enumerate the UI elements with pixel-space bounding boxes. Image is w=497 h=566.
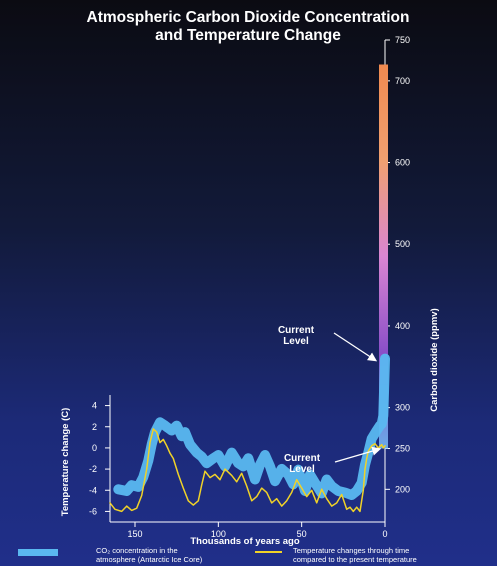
series-line-co2 [113, 353, 390, 500]
right-tick-label-1: 700 [395, 76, 410, 86]
x-axis-ticks: 150 100 50 0 [127, 522, 388, 539]
x-tick-label-3: 0 [382, 529, 387, 539]
legend-label-temperature-line-2: compared to the present temperature [293, 555, 417, 564]
legend: CO₂ concentration in the atmosphere (Ant… [18, 546, 417, 564]
annotation-co2-line-2: Level [283, 336, 309, 347]
x-tick-label-1: 100 [211, 529, 226, 539]
right-tick-label-0: 750 [395, 35, 410, 45]
x-tick-label-2: 50 [297, 529, 307, 539]
left-axis-ticks: 4 2 0 -2 -4 -6 [89, 401, 110, 516]
left-tick-label-0: 4 [92, 401, 97, 411]
left-axis-label: Temperature change (C) [60, 408, 71, 517]
legend-label-temperature-line-1: Temperature changes through time [293, 546, 409, 555]
left-tick-label-4: -4 [89, 485, 97, 495]
right-tick-label-5: 300 [395, 403, 410, 413]
annotation-temp-line-2: Level [289, 464, 315, 475]
co2-projection-bar [379, 64, 388, 449]
x-tick-label-0: 150 [127, 529, 142, 539]
right-tick-label-6: 250 [395, 443, 410, 453]
right-axis-ticks: 750 700 600 500 400 300 250 200 [385, 35, 410, 494]
left-tick-label-5: -6 [89, 506, 97, 516]
chart-title-line-2: and Temperature Change [155, 27, 341, 44]
annotation-temp-line-1: Current [284, 453, 321, 464]
annotation-co2-line-1: Current [278, 325, 315, 336]
co2-projection-rect [379, 64, 388, 449]
left-tick-label-1: 2 [92, 422, 97, 432]
legend-label-co2-line-1: CO₂ concentration in the [96, 546, 178, 555]
annotation-temp-arrow [334, 446, 382, 463]
legend-swatch-co2 [18, 549, 58, 556]
right-axis-label: Carbon dioxide (ppmv) [429, 308, 440, 411]
left-tick-label-3: -2 [89, 464, 97, 474]
series-layer [109, 353, 390, 513]
x-axis-label: Thousands of years ago [190, 536, 299, 547]
left-tick-label-2: 0 [92, 443, 97, 453]
annotation-temp-current-level: Current Level [284, 446, 382, 475]
right-tick-label-7: 200 [395, 484, 410, 494]
annotation-co2-current-level: Current Level [278, 325, 378, 362]
right-tick-label-2: 600 [395, 158, 410, 168]
series-line-temperature [109, 428, 386, 513]
right-tick-label-4: 400 [395, 321, 410, 331]
annotation-co2-arrow [333, 332, 378, 362]
right-tick-label-3: 500 [395, 239, 410, 249]
legend-label-co2-line-2: atmosphere (Antarctic Ice Core) [96, 555, 203, 564]
chart-title-line-1: Atmospheric Carbon Dioxide Concentration [87, 9, 410, 26]
